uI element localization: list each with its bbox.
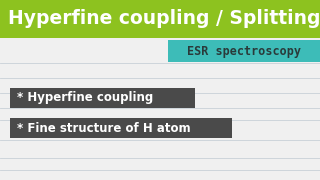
Text: * Hyperfine coupling: * Hyperfine coupling bbox=[17, 91, 153, 105]
Text: Hyperfine coupling / Splitting: Hyperfine coupling / Splitting bbox=[8, 10, 320, 28]
Bar bbox=[10, 88, 195, 108]
Bar bbox=[10, 118, 232, 138]
Text: ESR spectroscopy: ESR spectroscopy bbox=[187, 44, 301, 57]
Bar bbox=[168, 40, 320, 62]
Text: * Fine structure of H atom: * Fine structure of H atom bbox=[17, 122, 191, 134]
Bar bbox=[0, 0, 320, 38]
